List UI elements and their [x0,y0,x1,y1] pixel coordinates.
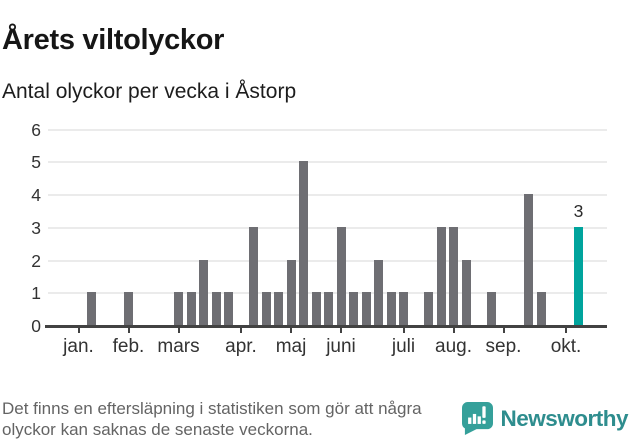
bar [436,226,446,325]
bar [224,292,233,325]
bar [261,292,271,325]
highlighted-bar [574,226,583,325]
month-label: jan. [63,336,94,357]
bar [536,292,546,325]
bar [386,292,396,325]
month-label: feb. [112,336,145,357]
bar [249,226,258,325]
month-tick [127,327,130,333]
month-tick [565,327,567,333]
month-label: maj [275,336,307,357]
bar [86,292,96,325]
y-axis-label: 1 [31,283,41,304]
month-tick [290,327,292,333]
month-tick [502,327,505,333]
bar [124,292,133,325]
y-axis-label: 2 [31,250,41,271]
newsworthy-logo[interactable]: Newsworthy [462,402,628,435]
footer-note-line-2: olyckor kan saknas de senaste veckorna. [2,420,313,439]
bar [486,292,496,325]
month-label: sep. [485,336,522,357]
page-title: Årets viltolyckor [2,24,225,57]
x-axis-line [45,325,607,328]
bar [449,226,458,325]
month-label: mars [157,336,200,357]
bar [186,292,196,325]
bar [174,292,183,325]
y-axis-label: 3 [31,217,41,238]
month-tick [77,327,80,333]
month-label: juli [391,336,416,357]
newsworthy-wordmark: Newsworthy [500,405,628,431]
newsworthy-logo-icon [462,402,494,435]
page-subtitle: Antal olyckor per vecka i Åstorp [2,80,297,103]
gridline-6 [48,128,607,131]
month-tick [402,327,405,333]
bar [461,259,471,325]
bar [311,292,321,325]
month-tick [452,327,455,333]
y-axis-label: 6 [31,119,41,140]
month-label: juni [326,336,356,357]
bar [349,292,358,325]
month-tick [240,327,242,333]
bar-value-label: 3 [573,200,584,221]
bar [211,292,221,325]
bar [524,194,533,325]
bar [274,292,283,325]
footer-note-line-1: Det finns en eftersläpning i statistiken… [2,399,422,418]
month-tick [177,327,180,333]
bar [336,226,346,325]
bar [199,259,208,325]
gridline-5 [48,161,607,164]
bar [361,292,371,325]
bar [299,161,308,325]
bar [399,292,408,325]
gridline-3 [48,226,607,229]
bar [374,259,383,325]
bar [424,292,433,325]
gridline-2 [48,259,607,262]
month-label: okt. [550,336,582,357]
bar [324,292,333,325]
y-axis-label: 4 [31,185,41,205]
y-axis-label: 5 [31,152,41,173]
gridline-4 [48,194,607,196]
month-label: aug. [435,336,472,357]
bar [286,259,296,325]
y-axis-label: 0 [31,316,41,336]
month-label: apr. [225,336,257,357]
footer-note: Det finns en eftersläpning i statistiken… [2,398,422,439]
month-tick [340,327,342,333]
